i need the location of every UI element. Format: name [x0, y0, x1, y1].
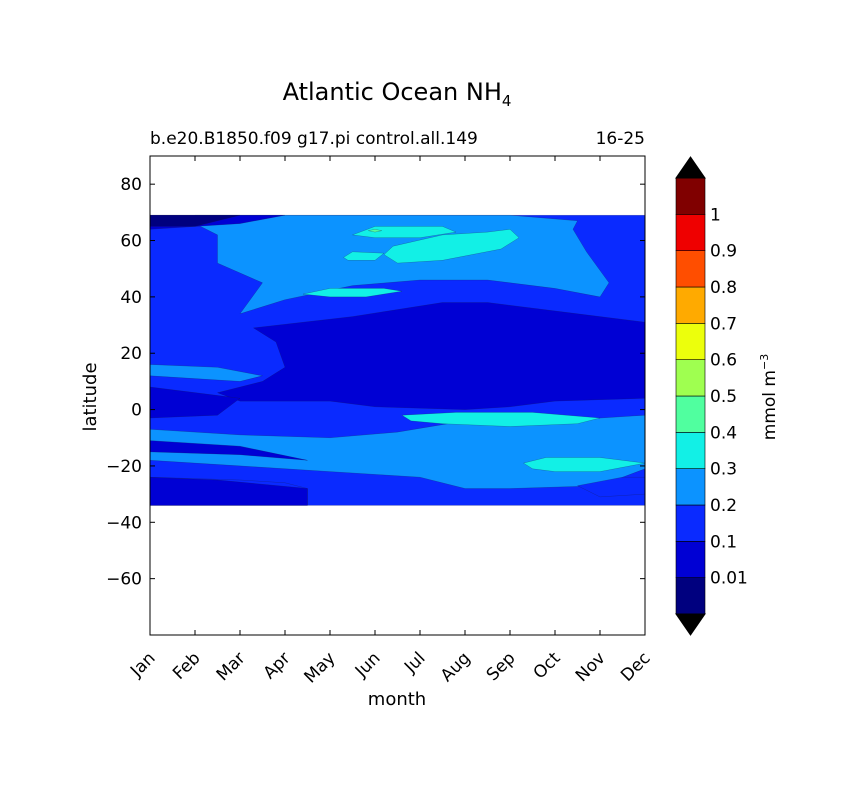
colorbar-tick-label: 0.4	[710, 423, 737, 443]
x-tick-label: Dec	[617, 648, 654, 685]
contour-region	[302, 288, 403, 298]
contour-region	[368, 229, 382, 233]
y-axis-label: latitude	[80, 362, 101, 431]
y-tick-label: 0	[131, 401, 142, 421]
colorbar-tick-label: 1	[710, 205, 721, 225]
chart-subtitle-left: b.e20.B1850.f09 g17.pi control.all.149	[150, 129, 478, 149]
colorbar-tick-label: 0.2	[710, 496, 737, 516]
y-tick-label: −60	[106, 570, 142, 590]
contour-region	[150, 364, 263, 382]
colorbar-segment	[675, 214, 706, 251]
colorbar-segment	[675, 504, 706, 542]
colorbar-segment	[675, 432, 706, 469]
colorbar-tick-label: 0.8	[710, 278, 737, 298]
contour-regions	[150, 214, 645, 506]
colorbar-segment	[675, 250, 706, 288]
x-tick-label: Oct	[530, 648, 565, 683]
y-tick-label: 40	[120, 288, 142, 308]
y-tick-label: 60	[120, 232, 142, 252]
colorbar-label-superscript: −3	[758, 354, 771, 370]
x-tick-label: Jul	[400, 648, 429, 677]
colorbar-segment	[675, 323, 706, 360]
colorbar-tick-label: 0.9	[710, 242, 737, 262]
colorbar-segment	[675, 177, 706, 215]
contour-region	[216, 302, 645, 410]
chart-subtitle-right: 16-25	[596, 129, 645, 149]
x-tick-label: Mar	[213, 648, 250, 685]
x-tick-label: Apr	[260, 648, 295, 683]
x-tick-label: Jan	[126, 648, 159, 681]
y-tick-label: 20	[120, 344, 142, 364]
colorbar-extend-over	[675, 156, 706, 179]
colorbar-tick-label: 0.3	[710, 460, 737, 480]
x-tick-label: Feb	[169, 648, 204, 683]
colorbar-segment	[675, 286, 706, 324]
colorbar-tick-label: 0.01	[710, 569, 748, 589]
contour-region	[401, 412, 601, 427]
colorbar-tick-label: 0.1	[710, 532, 737, 552]
contour-region	[150, 214, 241, 227]
x-axis-label: month	[368, 689, 426, 710]
colorbar-segment	[675, 577, 706, 615]
colorbar-segment	[675, 395, 706, 433]
colorbar-segment	[675, 468, 706, 506]
colorbar-segment	[675, 541, 706, 578]
colorbar-extend-under	[675, 613, 706, 636]
colorbar-tick-label: 0.7	[710, 314, 737, 334]
x-tick-label: Aug	[437, 648, 475, 686]
contour-region	[343, 251, 385, 261]
colorbar-tick-label: 0.5	[710, 387, 737, 407]
contour-region	[150, 440, 308, 461]
contour-region	[352, 226, 457, 238]
contour-region	[576, 477, 645, 498]
y-tick-label: −40	[106, 513, 142, 533]
x-tick-label: Sep	[483, 648, 520, 685]
colorbar-segment	[675, 359, 706, 397]
colorbar: 0.01 0.1 0.2 0.3 0.4 0.5 0.6 0.7 0.8 0.9 1	[675, 156, 748, 636]
x-tick-label: Nov	[572, 648, 610, 686]
x-tick-label: Jun	[351, 648, 385, 682]
contour-region	[383, 229, 520, 264]
x-tick-label: May	[301, 648, 340, 687]
chart-title-subscript: 4	[502, 92, 512, 110]
contour-region	[150, 476, 308, 506]
y-tick-label: 80	[120, 175, 142, 195]
y-axis: −60 −40 −20 0 20 40 60 80	[106, 175, 645, 590]
contour-region	[522, 457, 645, 472]
colorbar-label: mmol m−3	[758, 354, 780, 440]
colorbar-tick-label: 0.6	[710, 351, 737, 371]
plot-frame	[149, 155, 646, 636]
y-tick-label: −20	[106, 457, 142, 477]
chart-title: Atlantic Ocean NH4	[283, 78, 512, 110]
contour-region	[150, 386, 241, 419]
